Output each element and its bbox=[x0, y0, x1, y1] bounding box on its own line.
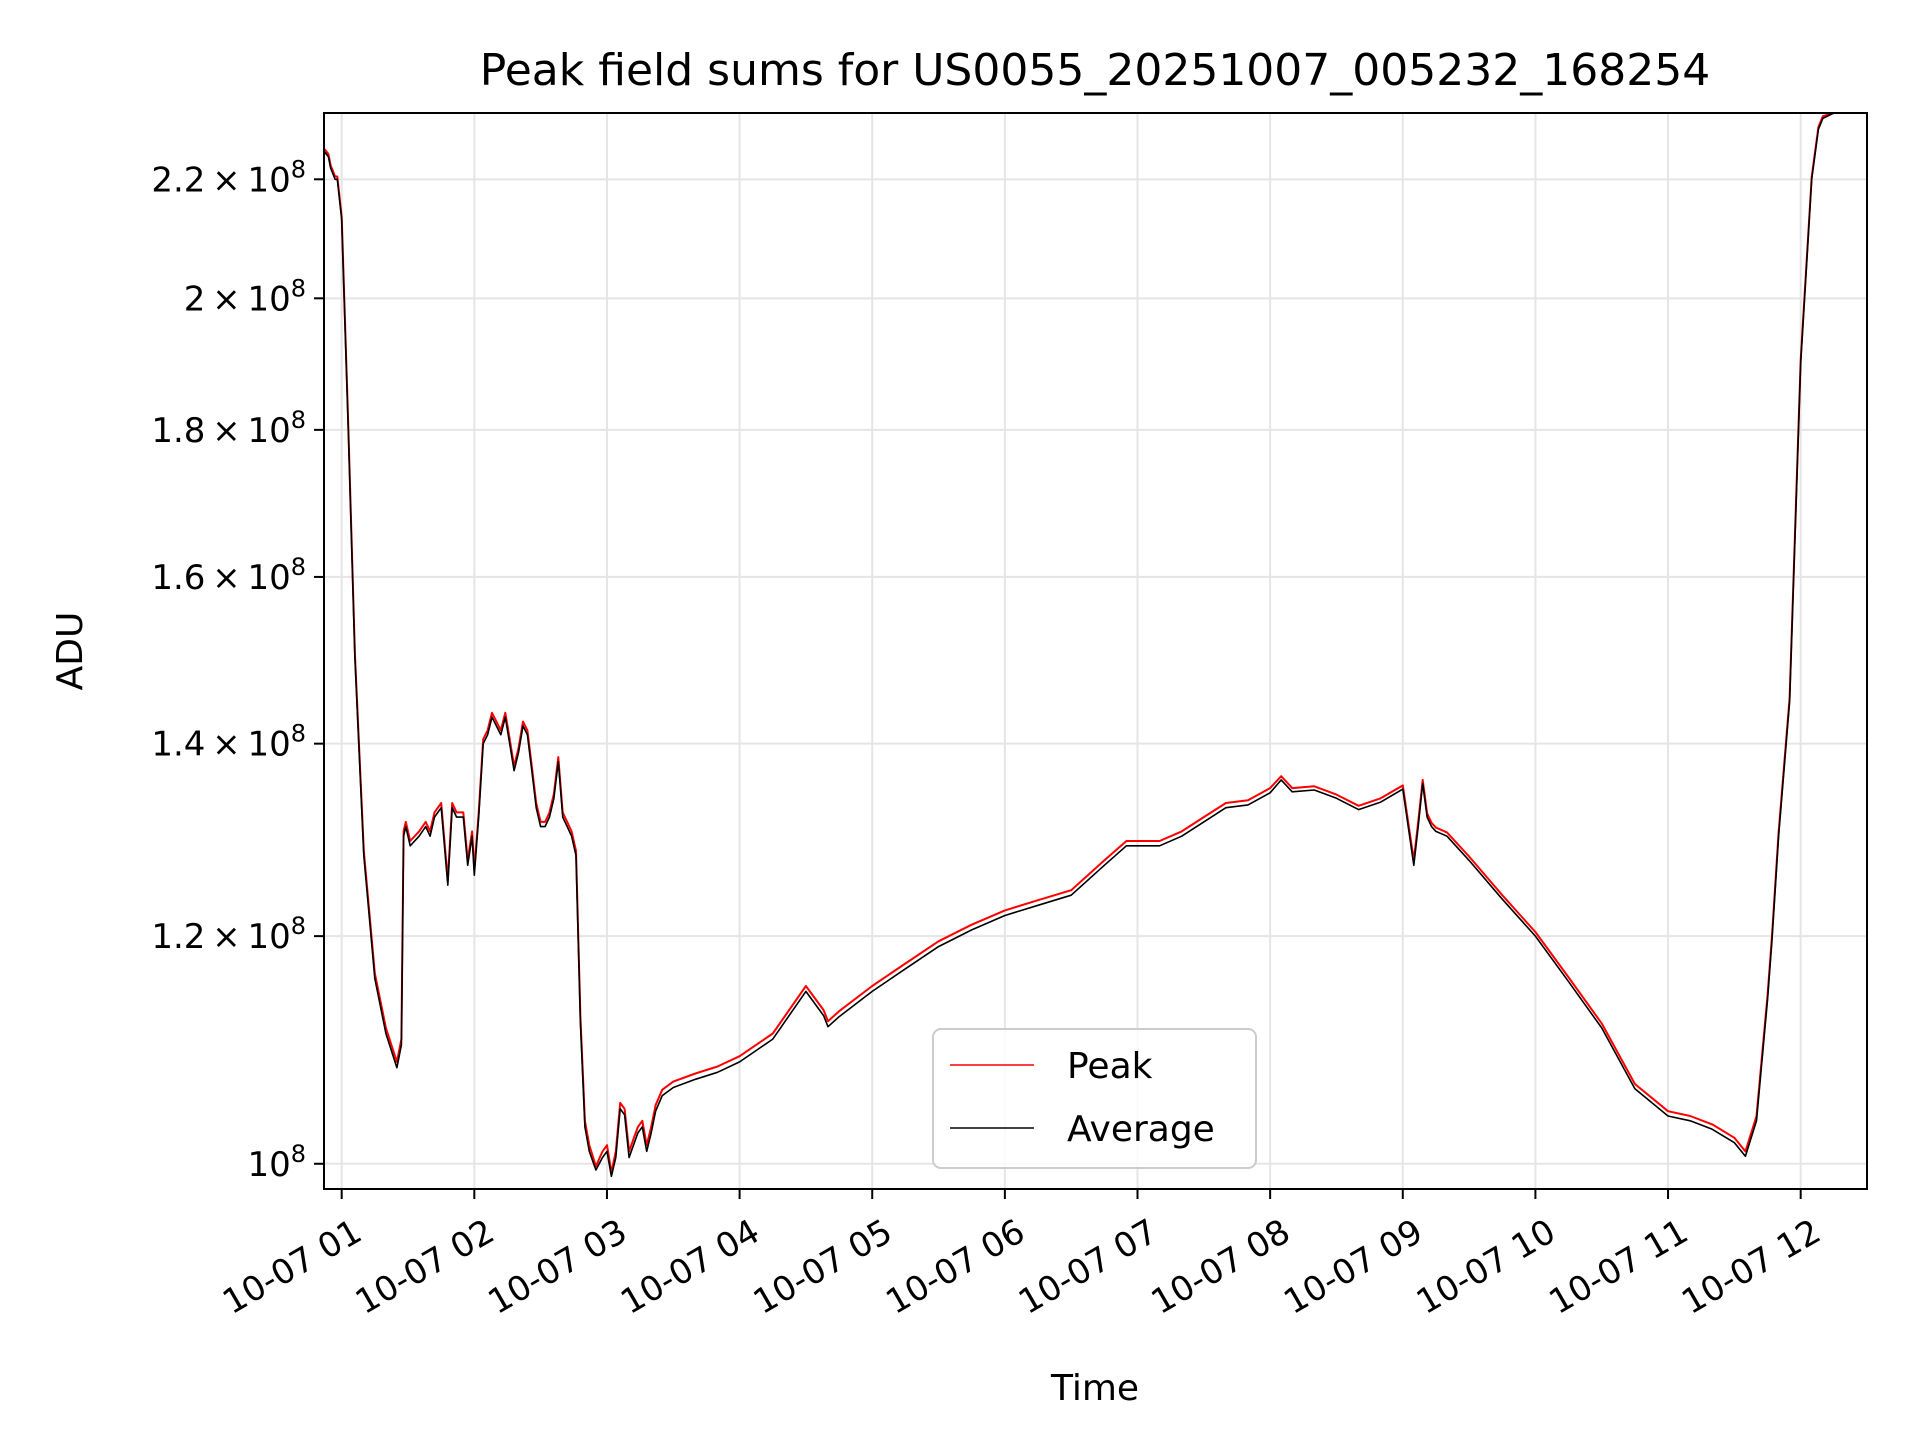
legend-label-peak: Peak bbox=[1067, 1046, 1153, 1087]
legend-label-average: Average bbox=[1067, 1109, 1215, 1150]
y-tick-label: 2.2 × 108 bbox=[151, 155, 306, 200]
y-tick-label: 1.4 × 108 bbox=[151, 720, 306, 765]
y-tick-label: 1.2 × 108 bbox=[151, 912, 306, 957]
series-layer bbox=[324, 113, 1867, 1178]
legend-box bbox=[932, 1028, 1257, 1169]
x-axis-label: Time bbox=[1050, 1368, 1139, 1409]
y-tick-label: 2 × 108 bbox=[184, 274, 306, 319]
series-line-average bbox=[324, 113, 1867, 1178]
y-axis-label: ADU bbox=[50, 612, 91, 691]
chart-title: Peak field sums for US0055_20251007_0052… bbox=[480, 45, 1710, 96]
y-tick-label: 108 bbox=[247, 1140, 306, 1185]
y-tick-label: 1.6 × 108 bbox=[151, 553, 306, 598]
y-tick-label: 1.8 × 108 bbox=[151, 406, 306, 451]
legend: Peak Average bbox=[932, 1028, 1257, 1169]
plot-area-frame bbox=[323, 112, 1868, 1190]
